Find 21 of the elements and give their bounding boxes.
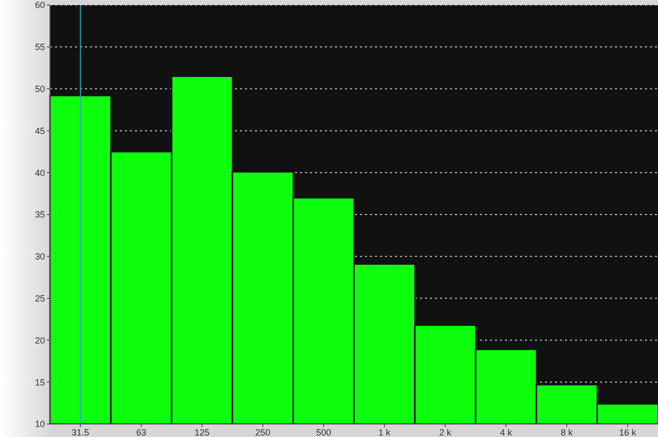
x-tick-label: 4 k: [500, 427, 512, 437]
x-tick-label: 500: [316, 427, 332, 437]
y-tick-label: 30: [34, 252, 45, 262]
x-tick-label: 250: [255, 427, 270, 437]
x-tick-label: 31.5: [72, 427, 90, 437]
x-tick-label: 2 k: [439, 427, 452, 437]
x-tick-label: 63: [136, 427, 146, 437]
y-tick-label: 50: [34, 84, 45, 94]
x-tick-label: 16 k: [619, 427, 637, 437]
x-tick-label: 125: [194, 427, 210, 437]
y-tick-label: 45: [34, 126, 45, 136]
y-tick-label: 55: [34, 42, 45, 52]
y-tick-label: 40: [34, 168, 45, 178]
y-tick-label: 10: [34, 419, 45, 430]
y-tick-label: 35: [34, 210, 45, 220]
y-tick-label: 15: [34, 377, 45, 388]
y-tick-label: 20: [34, 335, 45, 346]
y-tick-label: 60: [34, 0, 45, 10]
x-tick-label: 1 k: [378, 427, 391, 437]
y-tick-label: 25: [34, 293, 45, 304]
x-tick-label: 8 k: [560, 427, 574, 437]
